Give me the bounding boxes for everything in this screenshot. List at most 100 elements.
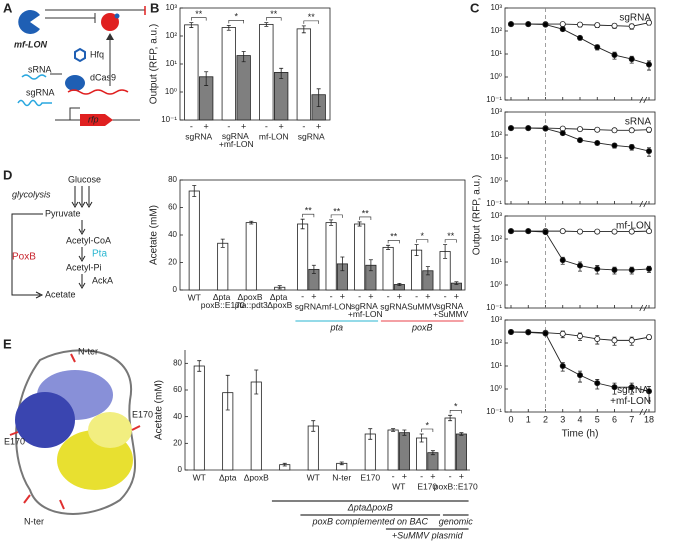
y-tick-label: 10¹ [490, 153, 502, 162]
y-tick-label: 10² [165, 31, 177, 40]
significance-label: ** [362, 208, 370, 218]
x-tick-label: sgRNA [298, 131, 325, 141]
y-tick-label: 10¹ [490, 257, 502, 266]
enzyme: AckA [92, 275, 113, 285]
point [542, 330, 549, 337]
error-bar [448, 414, 453, 422]
y-tick-label: 10³ [165, 3, 177, 12]
sign-label: - [302, 121, 305, 131]
sign-label: + [430, 471, 435, 481]
point [646, 148, 653, 155]
bar [193, 365, 205, 471]
domain [88, 412, 132, 448]
label: E170 [4, 436, 25, 446]
diagram-d: Glucose glycolysis Pyruvate Acetyl-CoA P… [11, 174, 113, 299]
axis-break [639, 304, 648, 312]
significance-bracket [266, 17, 282, 21]
significance-bracket [359, 216, 372, 220]
point [559, 362, 566, 369]
y-tick-label: 10⁻¹ [161, 115, 177, 124]
significance-label: * [234, 12, 238, 22]
significance-bracket [449, 410, 462, 414]
bar [411, 249, 423, 291]
sign-label: + [241, 121, 246, 131]
metabolite: Pyruvate [45, 208, 81, 218]
sign-label: - [190, 121, 193, 131]
sign-label: + [459, 471, 464, 481]
axis-break [639, 200, 648, 208]
error-bar [316, 88, 321, 108]
bar [416, 437, 428, 471]
point [628, 56, 635, 63]
point [628, 228, 635, 235]
domain [15, 392, 75, 448]
y-tick-label: 40 [173, 412, 182, 421]
bar [455, 433, 467, 471]
point [594, 265, 601, 272]
significance-label: ** [308, 12, 316, 22]
error-bar [368, 428, 373, 440]
loop [15, 349, 137, 515]
point [507, 21, 514, 28]
y-tick-label: 20 [173, 438, 182, 447]
y-tick-label: 10³ [490, 3, 502, 12]
bar [250, 381, 262, 471]
point [577, 21, 584, 28]
point [559, 130, 566, 137]
point [646, 61, 653, 68]
panel-letter: C [470, 0, 480, 15]
x-tick-label: WT [392, 481, 405, 491]
y-tick-label: 20 [168, 258, 177, 267]
point [628, 337, 635, 344]
sign-label: - [301, 291, 304, 301]
point [628, 144, 635, 151]
arrow [78, 220, 86, 235]
point [577, 137, 584, 144]
group-label: pta [329, 322, 343, 332]
sign-label: + [279, 121, 284, 131]
y-axis-label: Acetate (mM) [149, 205, 160, 265]
label: Hfq [90, 49, 104, 59]
bar [398, 432, 410, 471]
error-bar [340, 256, 345, 272]
y-tick-label: 0 [173, 285, 178, 294]
label: rfp [88, 114, 99, 124]
sign-label: - [265, 121, 268, 131]
error-bar [402, 429, 407, 436]
point [559, 21, 566, 28]
significance-label: * [425, 420, 429, 430]
dcas9-icon [65, 75, 85, 91]
error-bar [264, 22, 269, 27]
significance-bracket [416, 239, 429, 243]
point [611, 52, 618, 59]
point [628, 23, 635, 30]
y-tick-label: 10² [490, 338, 502, 347]
y-tick-label: 80 [173, 358, 182, 367]
point [507, 125, 514, 132]
label: sgRNA [26, 87, 55, 97]
point [646, 126, 653, 133]
diagram-a: mf-LON Hfq sRNA dCas9 sgRNA rfp [14, 6, 146, 126]
point [594, 380, 601, 387]
arrow [78, 274, 86, 289]
y-tick-label: 10⁻¹ [486, 199, 502, 208]
sign-label: + [454, 291, 459, 301]
error-bar [419, 433, 424, 443]
point [611, 127, 618, 134]
x-tick-label: WT [193, 472, 206, 482]
y-tick-label: 80 [168, 175, 177, 184]
subplot-label: sgRNA [619, 13, 651, 24]
x-tick-label: sgRNA +SuMMV [433, 301, 469, 319]
significance-bracket [387, 240, 400, 244]
y-tick-label: 0 [178, 465, 183, 474]
error-bar [339, 461, 344, 466]
y-tick-label: 10⁰ [490, 384, 502, 393]
y-tick-label: 10⁰ [490, 176, 502, 185]
y-tick-label: 10⁰ [490, 72, 502, 81]
y-tick-label: 60 [168, 203, 177, 212]
x-tick-label: 3 [560, 414, 565, 424]
point [611, 266, 618, 273]
error-bar [279, 67, 284, 80]
sign-label: + [311, 291, 316, 301]
